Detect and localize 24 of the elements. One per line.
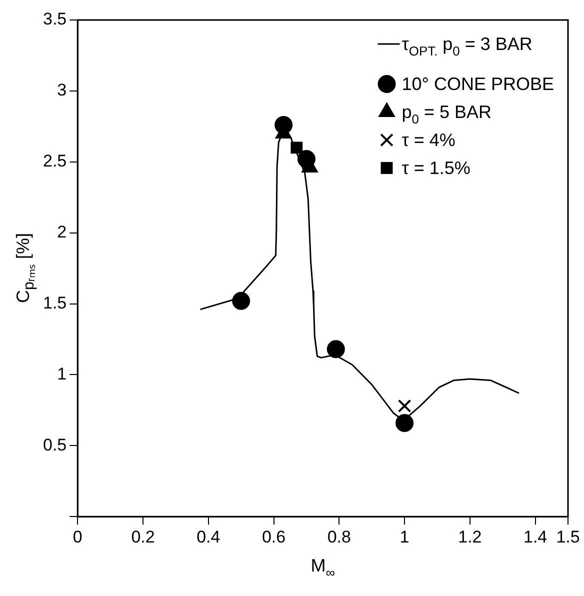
- legend-label: 10° CONE PROBE: [402, 74, 554, 94]
- y-tick-label: 3: [57, 80, 67, 100]
- point: [396, 414, 414, 432]
- y-tick-label: 0.5: [42, 435, 67, 454]
- x-tick-label: 1.4: [523, 527, 548, 546]
- y-tick-label: 3.5: [42, 10, 67, 29]
- point: [398, 399, 412, 413]
- x-tick-label: 0.2: [131, 527, 155, 546]
- y-tick-label: 2: [57, 222, 67, 242]
- x-tick-label: 0.4: [196, 527, 220, 546]
- y-tick-label: 1.5: [42, 293, 67, 312]
- legend-label: τ = 1.5%: [402, 158, 470, 178]
- x-axis-title: M∞: [310, 556, 335, 580]
- x-tick-label: 1.5: [556, 527, 580, 546]
- legend-label: τ = 4%: [402, 130, 456, 150]
- x-tick-label: 0: [72, 527, 82, 546]
- x-tick-label: 0.8: [327, 527, 351, 546]
- x-tick-label: 0.6: [262, 527, 286, 546]
- point: [326, 340, 345, 358]
- point: [232, 292, 250, 310]
- y-tick-label: 1: [57, 364, 67, 384]
- y-tick-label: 2.5: [42, 152, 67, 171]
- x-tick-label: 1.2: [458, 527, 482, 546]
- x-tick-label: 1: [400, 527, 410, 546]
